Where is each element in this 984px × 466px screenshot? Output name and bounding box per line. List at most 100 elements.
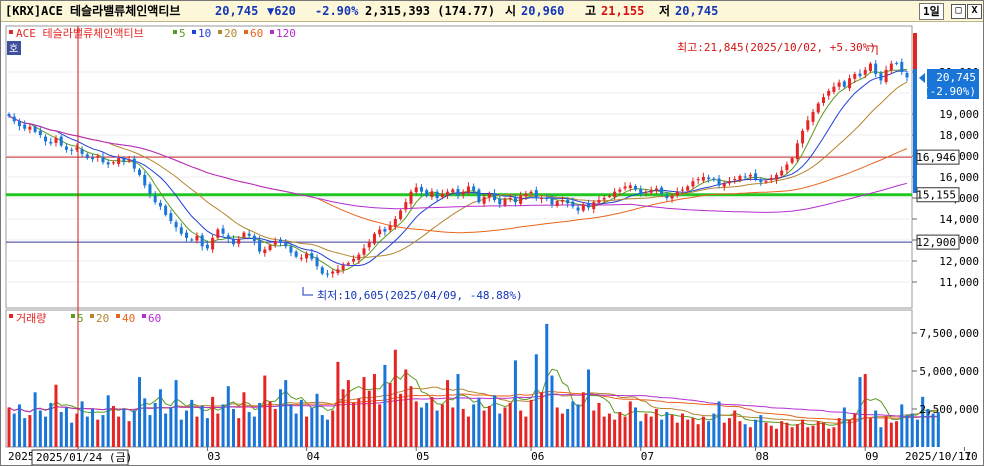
x-axis-label: 07 [641,450,654,463]
candle-body [85,154,89,159]
volume-bar [811,425,815,447]
cursor-date-box [31,449,129,465]
volume-bar [409,386,413,447]
candle-body [696,179,700,181]
candle-body [414,187,418,193]
period-selector[interactable]: 1일 [919,3,944,20]
candle-body [258,240,262,252]
high-label: 고 [585,4,597,18]
candle-body [555,201,559,206]
volume-bar [712,413,716,447]
candle-body [466,186,470,193]
candle-body [654,188,658,191]
volume-ma-line-60 [8,393,939,418]
volume-bar [848,419,852,447]
candle-body [33,126,37,132]
candle-body [268,245,272,250]
candle-body [848,78,852,89]
volume-bar [806,427,810,447]
volume-legend-name: 거래량 [16,312,46,325]
volume-bar [446,380,450,447]
high-pointer [867,45,878,55]
x-axis-label: 03 [207,450,220,463]
volume-bar [258,402,262,447]
volume-bar [315,393,319,447]
candle-body [419,186,423,192]
volume-bar [540,392,544,447]
volume-bar [101,415,105,447]
low-range-bar [913,69,917,193]
candle-body [743,176,747,178]
candle-body [336,269,340,274]
candle-body [38,130,42,135]
volume-bar [23,418,27,447]
volume-bar [59,412,63,447]
candle-body [117,158,121,164]
candle-body [143,174,147,186]
candle-body [733,179,737,181]
minimize-icon[interactable]: □ [951,4,966,19]
candle-body [508,198,512,200]
candle-body [299,257,303,259]
candle-body [519,195,523,204]
candle-body [158,202,162,207]
candle-body [524,193,528,197]
candle-body [623,186,627,189]
volume-bar [665,412,669,447]
level-label: 16,946 [916,151,956,164]
volume-bar [106,395,110,447]
volume-bar [17,404,21,447]
volume-bar [842,407,846,447]
volume-bar [905,415,909,447]
candle-body [498,198,502,205]
volume-bar [853,413,857,447]
candle-body [759,180,763,183]
ma-legend-marker [192,30,196,34]
candle-body [111,162,115,164]
candle-body [409,191,413,204]
candle-body [884,69,888,82]
volume-ma-legend-marker [116,314,120,318]
volume-bar [273,409,277,447]
volume-bar [686,419,690,447]
volume-bar [936,412,940,447]
candle-body [540,198,544,200]
volume-bar [346,380,350,447]
x-axis-label: 05 [416,450,429,463]
volume-bar [534,354,538,447]
high-price: 21,155 [601,4,645,18]
candle-body [430,191,434,197]
candle-body [305,253,309,259]
volume-ma-legend-marker [142,314,146,318]
volume-ma-legend-label: 40 [122,312,135,325]
volume-bar [587,369,591,447]
candle-body [226,235,230,239]
volume-bar [7,407,11,447]
candle-body [727,181,731,184]
volume-bar [701,416,705,447]
x-start-label: 2025 [8,450,35,463]
candle-body [273,241,277,245]
volume-axis-label: 7,500,000 [919,327,979,340]
candle-body [127,160,131,162]
volume-bar [378,404,382,447]
ma-legend-label: 60 [250,27,263,40]
close-icon[interactable]: X [967,4,982,19]
volume-bar [164,413,168,447]
candle-body [691,181,695,187]
candle-body [754,173,758,180]
candle-body [717,178,721,186]
candle-body [164,205,168,215]
candle-body [232,239,235,245]
legend-marker [9,30,13,34]
volume-bar [508,402,512,447]
candle-body [310,253,314,259]
volume-bar [691,418,695,447]
candle-body [195,235,199,241]
volume-bar [743,424,747,447]
volume-axis-label: 2,500,000 [919,403,979,416]
candle-body [581,204,585,211]
candle-body [712,178,716,181]
candle-body [372,233,376,244]
